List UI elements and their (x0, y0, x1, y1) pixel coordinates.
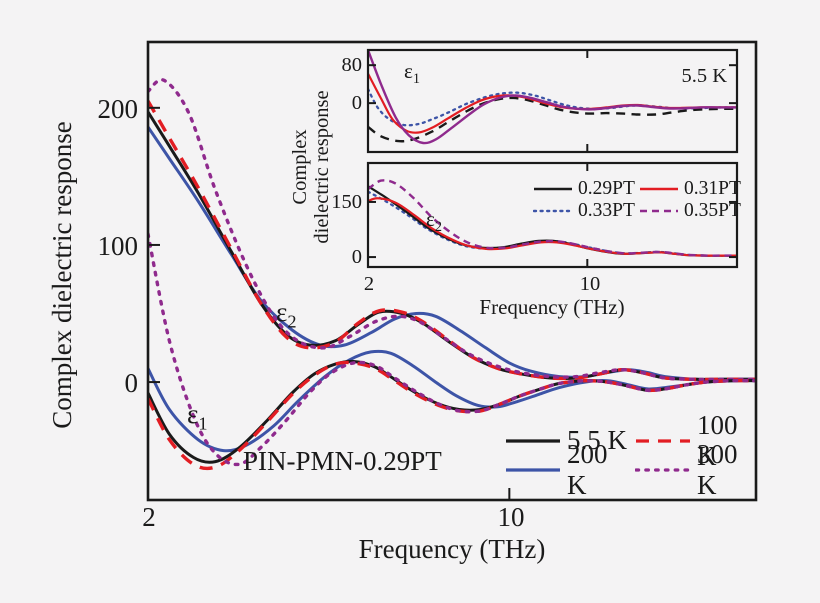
main-ytick-200: 200 (97, 94, 139, 124)
legend-label: 300 K (697, 438, 738, 500)
legend-item-0.33PT: 0.33PT (533, 200, 635, 222)
main-ytick-0: 0 (124, 368, 139, 398)
inset2-xtick-10: 10 (579, 273, 601, 295)
inset1-eps1-annotation: ε1 (404, 59, 420, 88)
main-eps2-annotation: ε2 (276, 297, 297, 332)
inset1-ytick-0: 0 (351, 92, 362, 114)
legend-item-0.31PT: 0.31PT (639, 178, 741, 200)
legend-line-sample (506, 438, 560, 443)
main-eps1-annotation: ε1 (187, 399, 208, 434)
main-xtick-10: 10 (497, 502, 525, 532)
series-0.29PT (368, 96, 737, 143)
series-0.35PT (368, 179, 737, 257)
main-ytick-100: 100 (97, 231, 139, 261)
main-curves (148, 78, 756, 471)
inset2-xtick-2: 2 (363, 273, 375, 295)
legend-label: 0.29PT (578, 178, 635, 199)
inset-yaxis-label: Complex dielectric response (289, 42, 333, 292)
legend-line-sample (640, 187, 678, 191)
legend-label: 200 K (567, 438, 608, 500)
sample-name-label: PIN-PMN-0.29PT (243, 446, 442, 476)
series-eps1-300K (148, 232, 756, 467)
inset_eps2-curves (368, 179, 737, 257)
main-legend: 5.5 K 100 K 200 K 300 K (505, 410, 759, 500)
main-xtick-2: 2 (142, 502, 156, 532)
inset-yaxis-label-line2: dielectric response (310, 90, 333, 244)
legend-line-sample (635, 467, 691, 472)
inset2-ytick-150: 150 (331, 191, 362, 213)
legend-line-sample (534, 187, 572, 191)
legend-label: 0.35PT (684, 200, 741, 221)
legend-label: 0.33PT (578, 200, 635, 221)
inset1-ytick-80: 80 (341, 54, 363, 76)
legend-item-100-K: 100 K (635, 410, 759, 471)
legend-item-0.29PT: 0.29PT (533, 178, 635, 200)
legend-item-300-K: 300 K (635, 439, 759, 500)
inset_eps1-curves (368, 50, 737, 145)
inset_eps1-frame (366, 48, 739, 154)
inset_eps2-frame (366, 161, 739, 269)
main-xaxis-label: Frequency (THz) (358, 534, 546, 564)
legend-line-sample (506, 467, 560, 472)
inset1-temperature-label: 5.5 K (681, 65, 727, 87)
legend-label: 100 K (697, 409, 738, 471)
series-eps2-300K (148, 78, 756, 382)
inset-yaxis-label-line1: Complex (289, 129, 311, 205)
main-frame (146, 40, 758, 502)
series-0.35PT (368, 50, 737, 145)
legend-line-sample (636, 438, 690, 443)
legend-item-200-K: 200 K (505, 439, 629, 500)
legend-label: 0.31PT (684, 178, 741, 199)
inset2-legend: 0.29PT 0.31PT 0.33PT 0.35PT (533, 178, 741, 222)
inset2-ytick-0: 0 (351, 246, 362, 268)
legend-item-0.35PT: 0.35PT (639, 200, 741, 222)
inset2-eps2-annotation: ε2 (426, 207, 442, 236)
main-yaxis-label: Complex dielectric response (47, 121, 77, 429)
legend-line-sample (640, 209, 678, 213)
inset-xaxis-label: Frequency (THz) (479, 295, 625, 319)
legend-item-5.5-K: 5.5 K (505, 425, 629, 455)
legend-label: 5.5 K (567, 425, 627, 455)
legend-line-sample (533, 209, 573, 213)
